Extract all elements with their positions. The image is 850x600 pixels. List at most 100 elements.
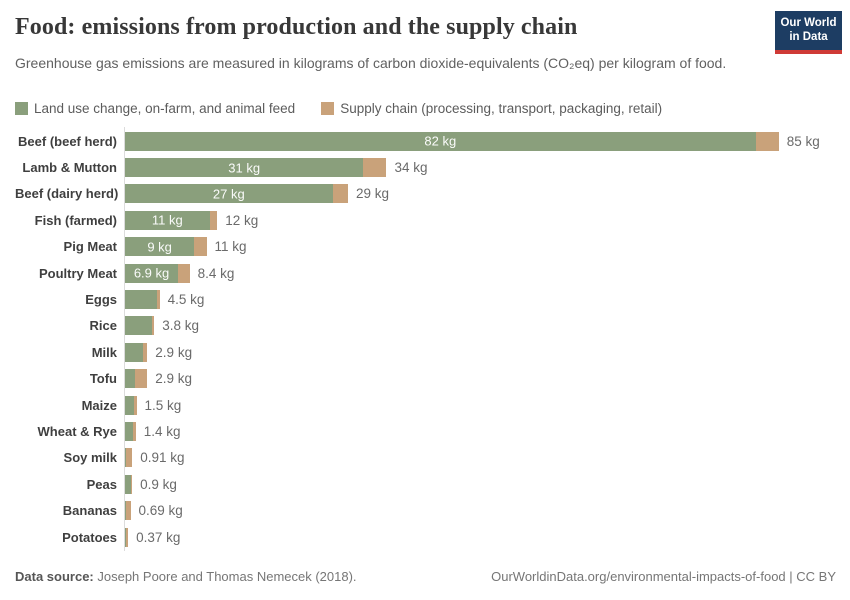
bar-total-label: 29 kg bbox=[356, 186, 390, 202]
bar-total-label: 34 kg bbox=[394, 160, 428, 176]
bar-segment-land-use bbox=[125, 448, 126, 468]
bar-segment-land-use bbox=[125, 369, 135, 389]
data-source-label: Data source: bbox=[15, 569, 94, 584]
bar-total-label: 0.69 kg bbox=[138, 503, 183, 519]
bar-segment-supply-chain bbox=[126, 527, 129, 547]
bar-track: 6.9 kg 8.4 kg bbox=[125, 263, 843, 283]
bar-track: 0.9 kg bbox=[125, 474, 843, 494]
bar-segment-supply-chain bbox=[156, 290, 160, 310]
bar-track: 2.9 kg bbox=[125, 369, 843, 389]
bar-value-label: 6.9 kg bbox=[133, 265, 170, 281]
bar-value-label: 82 kg bbox=[424, 133, 457, 149]
bar-segment-land-use: 82 kg bbox=[125, 131, 756, 151]
category-label: Beef (beef herd) bbox=[18, 133, 117, 149]
bar-track: 11 kg 12 kg bbox=[125, 210, 843, 230]
chart-row: Potatoes 0.37 kg bbox=[15, 524, 843, 550]
bar-track: 4.5 kg bbox=[125, 290, 843, 310]
category-label: Poultry Meat bbox=[38, 265, 117, 281]
bar-segment-land-use bbox=[125, 527, 126, 547]
bar-total-label: 0.37 kg bbox=[136, 529, 181, 545]
category-label: Bananas bbox=[62, 503, 117, 519]
chart-row: Tofu 2.9 kg bbox=[15, 366, 843, 392]
bar-track: 1.4 kg bbox=[125, 421, 843, 441]
chart-subtitle: Greenhouse gas emissions are measured in… bbox=[15, 55, 727, 71]
chart-row: Fish (farmed) 11 kg 12 kg bbox=[15, 207, 843, 233]
bar-total-label: 1.4 kg bbox=[143, 423, 181, 439]
category-label: Peas bbox=[86, 476, 117, 492]
y-axis-line bbox=[124, 127, 125, 551]
data-source-note: Data source: Joseph Poore and Thomas Nem… bbox=[15, 569, 357, 584]
bar-segment-supply-chain bbox=[133, 421, 136, 441]
chart-title: Food: emissions from production and the … bbox=[15, 14, 578, 40]
legend-label-land-use: Land use change, on-farm, and animal fee… bbox=[34, 101, 296, 116]
bar-track: 0.91 kg bbox=[125, 448, 843, 468]
bar-track: 82 kg 85 kg bbox=[125, 131, 843, 151]
bar-track: 31 kg 34 kg bbox=[125, 158, 843, 178]
category-label: Wheat & Rye bbox=[37, 423, 117, 439]
category-label: Soy milk bbox=[63, 450, 117, 466]
legend-swatch-green-icon bbox=[15, 102, 28, 115]
bar-segment-supply-chain bbox=[142, 342, 148, 362]
bar-segment-land-use bbox=[125, 474, 132, 494]
bar-segment-land-use bbox=[125, 501, 126, 521]
bar-segment-land-use: 11 kg bbox=[125, 210, 210, 230]
bar-segment-supply-chain bbox=[194, 237, 207, 257]
bar-segment-supply-chain bbox=[178, 263, 190, 283]
bar-segment-supply-chain bbox=[151, 316, 155, 336]
chart-row: Poultry Meat 6.9 kg 8.4 kg bbox=[15, 260, 843, 286]
legend-swatch-tan-icon bbox=[321, 102, 335, 115]
bar-track: 9 kg 11 kg bbox=[125, 237, 843, 257]
bar-value-label: 27 kg bbox=[212, 186, 245, 202]
bar-segment-land-use: 9 kg bbox=[125, 237, 195, 257]
legend-item-supply-chain: Supply chain (processing, transport, pac… bbox=[321, 101, 662, 116]
chart-row: Peas 0.9 kg bbox=[15, 471, 843, 497]
chart-row: Milk 2.9 kg bbox=[15, 339, 843, 365]
category-label: Fish (farmed) bbox=[34, 212, 117, 228]
bar-total-label: 85 kg bbox=[786, 133, 820, 149]
bar-segment-supply-chain bbox=[209, 210, 218, 230]
bar-segment-land-use bbox=[125, 316, 152, 336]
category-label: Potatoes bbox=[62, 529, 117, 545]
bar-segment-land-use bbox=[125, 395, 135, 415]
credit-link[interactable]: OurWorldinData.org/environmental-impacts… bbox=[491, 569, 836, 584]
legend-label-supply-chain: Supply chain (processing, transport, pac… bbox=[340, 101, 663, 116]
category-label: Maize bbox=[81, 397, 117, 413]
legend: Land use change, on-farm, and animal fee… bbox=[15, 101, 662, 116]
bar-value-label: 31 kg bbox=[228, 160, 261, 176]
bar-total-label: 1.5 kg bbox=[144, 397, 182, 413]
bar-track: 27 kg 29 kg bbox=[125, 184, 843, 204]
category-label: Lamb & Mutton bbox=[22, 160, 117, 176]
bar-total-label: 4.5 kg bbox=[167, 292, 205, 308]
chart-row: Wheat & Rye 1.4 kg bbox=[15, 418, 843, 444]
chart-row: Beef (beef herd) 82 kg 85 kg bbox=[15, 128, 843, 154]
category-label: Tofu bbox=[89, 371, 117, 387]
legend-item-land-use: Land use change, on-farm, and animal fee… bbox=[15, 101, 295, 116]
owid-logo[interactable]: Our World in Data bbox=[775, 11, 842, 54]
bar-total-label: 0.9 kg bbox=[140, 476, 177, 492]
bar-segment-supply-chain bbox=[134, 395, 137, 415]
bar-value-label: 11 kg bbox=[151, 212, 183, 228]
bar-total-label: 12 kg bbox=[225, 212, 259, 228]
bar-segment-land-use: 31 kg bbox=[125, 158, 364, 178]
bar-track: 3.8 kg bbox=[125, 316, 843, 336]
chart-row: Bananas 0.69 kg bbox=[15, 497, 843, 523]
bar-segment-supply-chain bbox=[134, 369, 148, 389]
bar-segment-land-use bbox=[125, 342, 143, 362]
chart-row: Rice 3.8 kg bbox=[15, 313, 843, 339]
chart-row: Beef (dairy herd) 27 kg 29 kg bbox=[15, 181, 843, 207]
chart-row: Soy milk 0.91 kg bbox=[15, 445, 843, 471]
chart-row: Pig Meat 9 kg 11 kg bbox=[15, 234, 843, 260]
bar-segment-supply-chain bbox=[363, 158, 387, 178]
category-label: Pig Meat bbox=[63, 239, 117, 255]
chart-row: Lamb & Mutton 31 kg 34 kg bbox=[15, 154, 843, 180]
category-label: Beef (dairy herd) bbox=[15, 186, 119, 202]
bar-total-label: 2.9 kg bbox=[155, 371, 193, 387]
bar-segment-supply-chain bbox=[755, 131, 779, 151]
category-label: Eggs bbox=[85, 292, 117, 308]
category-label: Milk bbox=[91, 344, 117, 360]
bar-segment-land-use: 27 kg bbox=[125, 184, 333, 204]
bar-segment-supply-chain bbox=[126, 448, 133, 468]
bar-total-label: 0.91 kg bbox=[140, 450, 185, 466]
bar-segment-supply-chain bbox=[332, 184, 349, 204]
